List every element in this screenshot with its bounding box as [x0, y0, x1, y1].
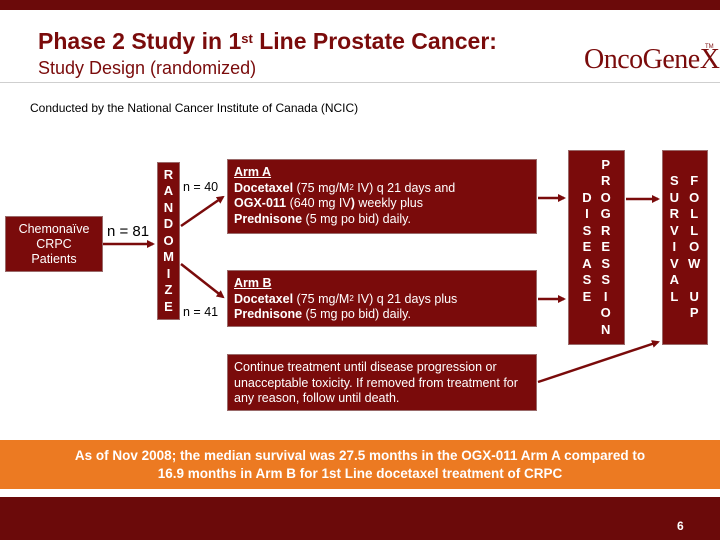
- survival-letter: V: [670, 222, 679, 238]
- progression-letter: G: [600, 206, 611, 222]
- randomize-letter: O: [163, 232, 174, 248]
- randomize-letter: I: [166, 265, 171, 281]
- randomize-letter: D: [163, 216, 174, 232]
- survival-letter: A: [669, 272, 680, 288]
- survival-letter: V: [670, 255, 679, 271]
- progression-letter: E: [601, 239, 611, 255]
- randomize-letter: A: [163, 183, 174, 199]
- arm-a-line-2: OGX-011 (640 mg IV) weekly plus: [234, 196, 424, 210]
- randomize-letter: N: [163, 199, 174, 215]
- slide-subtitle: Study Design (randomized): [38, 58, 257, 78]
- randomize-letter: M: [163, 249, 174, 265]
- patients-line-2: CRPC: [36, 236, 72, 251]
- randomize-letter: Z: [164, 282, 173, 298]
- progression-letter: O: [600, 305, 611, 321]
- top-bar: [0, 0, 720, 10]
- disease-letter: E: [582, 239, 592, 255]
- survival-letter: I: [672, 239, 677, 255]
- disease-letter: A: [582, 255, 592, 271]
- disease-letter: S: [582, 272, 592, 288]
- survival-letter: S: [670, 173, 679, 189]
- disease-letter: D: [582, 189, 592, 205]
- disease-letter: I: [585, 206, 589, 222]
- randomize-letter: R: [163, 166, 174, 182]
- page-number: 6: [677, 519, 684, 533]
- progression-letter: R: [600, 173, 611, 189]
- arrow-continue-to-survival: [537, 340, 660, 384]
- n-total-label: n = 81: [107, 223, 150, 240]
- arrow-randomize-to-arm-b: [180, 263, 225, 299]
- patients-line-3: Patients: [31, 251, 77, 266]
- continue-treatment-box: Continue treatment until disease progres…: [227, 354, 537, 411]
- banner-line-2: 16.9 months in Arm B for 1st Line doceta…: [157, 465, 563, 481]
- patients-box: Chemonaïve CRPC Patients: [5, 216, 103, 272]
- n-arm-a-label: n = 40: [183, 180, 219, 194]
- logo-trademark: TM: [705, 44, 714, 50]
- arm-a-box: Arm A Docetaxel (75 mg/M2 IV) q 21 days …: [227, 159, 537, 234]
- header-divider: [0, 82, 720, 83]
- arm-a-line-3: Prednisone (5 mg po bid) daily.: [234, 211, 411, 226]
- patients-line-1: Chemonaïve: [18, 221, 90, 236]
- slide-title: Phase 2 Study in 1st Line Prostate Cance…: [38, 28, 497, 54]
- followup-letter: W: [688, 255, 701, 271]
- survival-letter: U: [669, 189, 680, 205]
- disease-letter: S: [582, 222, 592, 238]
- disease-letter: E: [582, 288, 592, 304]
- arm-b-line-1: Docetaxel (75 mg/M2 IV) q 21 days plus: [234, 291, 458, 306]
- randomize-letter: E: [164, 298, 173, 314]
- survival-letter: L: [670, 288, 679, 304]
- bottom-bar: [0, 497, 720, 540]
- progression-letter: P: [601, 156, 611, 172]
- followup-letter: L: [690, 222, 699, 238]
- followup-letter: F: [690, 173, 699, 189]
- arm-a-line-1: Docetaxel (75 mg/M2 IV) q 21 days and: [234, 180, 456, 195]
- followup-letter: U: [689, 288, 699, 304]
- followup-letter: O: [689, 239, 700, 255]
- oncogenex-logo: OncoGeneX: [584, 44, 720, 75]
- followup-letter: P: [689, 305, 699, 321]
- arrow-randomize-to-arm-a: [180, 195, 225, 228]
- progression-letter: O: [600, 189, 611, 205]
- arm-b-title: Arm B: [234, 276, 272, 290]
- arm-a-title: Arm A: [234, 165, 272, 179]
- ncic-note: Conducted by the National Cancer Institu…: [30, 101, 359, 115]
- survival-letter: R: [669, 206, 680, 222]
- progression-letter: S: [601, 272, 611, 288]
- median-survival-banner: As of Nov 2008; the median survival was …: [0, 440, 720, 489]
- followup-letter: O: [689, 189, 700, 205]
- progression-letter: R: [600, 222, 611, 238]
- n-arm-b-label: n = 41: [183, 305, 219, 319]
- progression-letter: S: [601, 255, 611, 271]
- arm-b-line-2: Prednisone (5 mg po bid) daily.: [234, 307, 411, 321]
- arm-b-box: Arm B Docetaxel (75 mg/M2 IV) q 21 days …: [227, 270, 537, 327]
- progression-letter: I: [603, 288, 608, 304]
- banner-line-1: As of Nov 2008; the median survival was …: [74, 447, 646, 463]
- progression-letter: N: [600, 321, 611, 337]
- followup-letter: L: [690, 206, 699, 222]
